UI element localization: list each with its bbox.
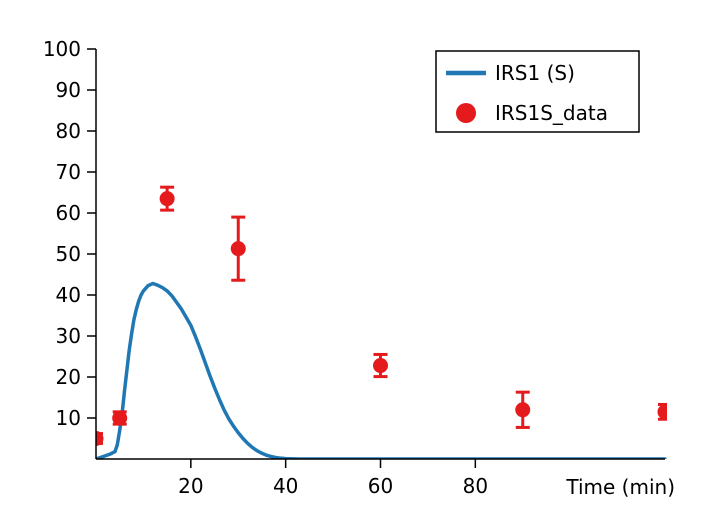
data-point — [112, 410, 128, 426]
x-tick-label: 40 — [273, 474, 298, 498]
data-point — [657, 402, 667, 421]
y-tick-label: 80 — [56, 119, 81, 143]
y-tick-label: 10 — [56, 406, 81, 430]
legend: IRS1 (S) IRS1S_data — [435, 50, 640, 133]
data-marker — [657, 404, 667, 420]
data-marker — [112, 410, 128, 426]
y-tick-label: 100 — [43, 37, 81, 61]
y-tick-label: 50 — [56, 242, 81, 266]
x-tick-label: 80 — [463, 474, 488, 498]
data-marker — [230, 241, 246, 257]
ticks-layer: 10 20 30 40 50 60 70 80 90 100 20 40 60 80 — [43, 37, 488, 498]
y-tick-label: 70 — [56, 160, 81, 184]
y-tick-label: 90 — [56, 78, 81, 102]
data-marker — [159, 191, 175, 207]
y-tick-label: 20 — [56, 365, 81, 389]
data-point — [159, 185, 175, 212]
x-tick-label: 60 — [368, 474, 393, 498]
data-marker — [96, 431, 104, 446]
legend-label-line: IRS1 (S) — [495, 61, 575, 85]
x-axis-label: Time (min) — [565, 475, 675, 499]
x-tick-label: 20 — [178, 474, 203, 498]
data-marker — [373, 358, 388, 374]
legend-marker-swatch — [456, 103, 476, 123]
legend-label-data: IRS1S_data — [495, 101, 608, 125]
data-point — [230, 215, 246, 282]
data-point — [96, 431, 104, 446]
y-tick-label: 60 — [56, 201, 81, 225]
series-layer — [96, 185, 667, 459]
y-tick-label: 40 — [56, 283, 81, 307]
data-marker — [515, 402, 531, 418]
data-point — [515, 390, 531, 429]
data-point — [373, 352, 388, 379]
plot-area — [96, 185, 667, 459]
y-tick-label: 30 — [56, 324, 81, 348]
